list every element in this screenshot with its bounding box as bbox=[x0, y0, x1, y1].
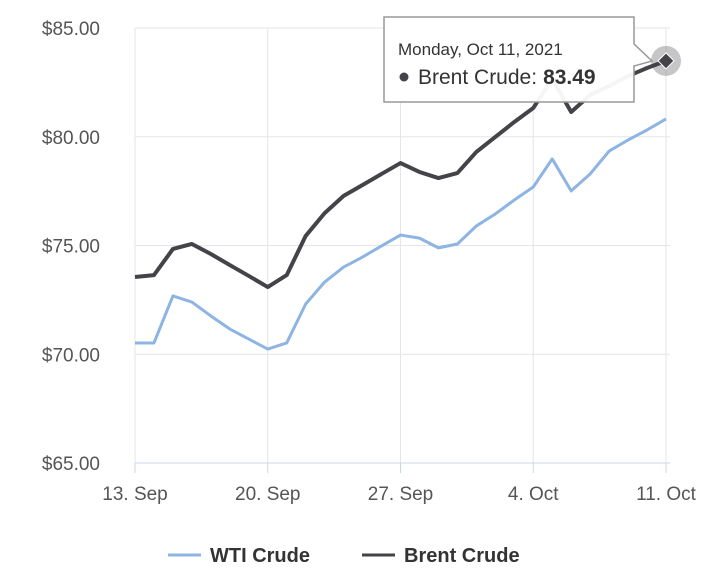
y-tick-label: $70.00 bbox=[42, 345, 100, 366]
tooltip-date: Monday, Oct 11, 2021 bbox=[398, 40, 563, 59]
y-tick-label: $80.00 bbox=[42, 128, 100, 149]
x-tick-label: 4. Oct bbox=[508, 484, 559, 505]
y-tick-label: $85.00 bbox=[42, 19, 100, 40]
tooltip-label: Brent Crude: bbox=[418, 66, 537, 89]
x-tick-label: 13. Sep bbox=[102, 484, 168, 505]
x-tick-label: 27. Sep bbox=[368, 484, 434, 505]
x-tick-label: 20. Sep bbox=[235, 484, 301, 505]
legend-label[interactable]: Brent Crude bbox=[404, 545, 520, 567]
series-line bbox=[134, 58, 667, 290]
tooltip-value: 83.49 bbox=[543, 66, 596, 89]
tooltip-bullet bbox=[399, 72, 409, 82]
legend-label[interactable]: WTI Crude bbox=[210, 545, 310, 567]
x-tick-label: 11. Oct bbox=[636, 484, 697, 505]
y-tick-label: $65.00 bbox=[42, 454, 100, 475]
hover-marker bbox=[657, 52, 675, 70]
tooltip-box bbox=[383, 16, 654, 103]
y-tick-label: $75.00 bbox=[42, 237, 100, 258]
series-line bbox=[135, 117, 667, 351]
